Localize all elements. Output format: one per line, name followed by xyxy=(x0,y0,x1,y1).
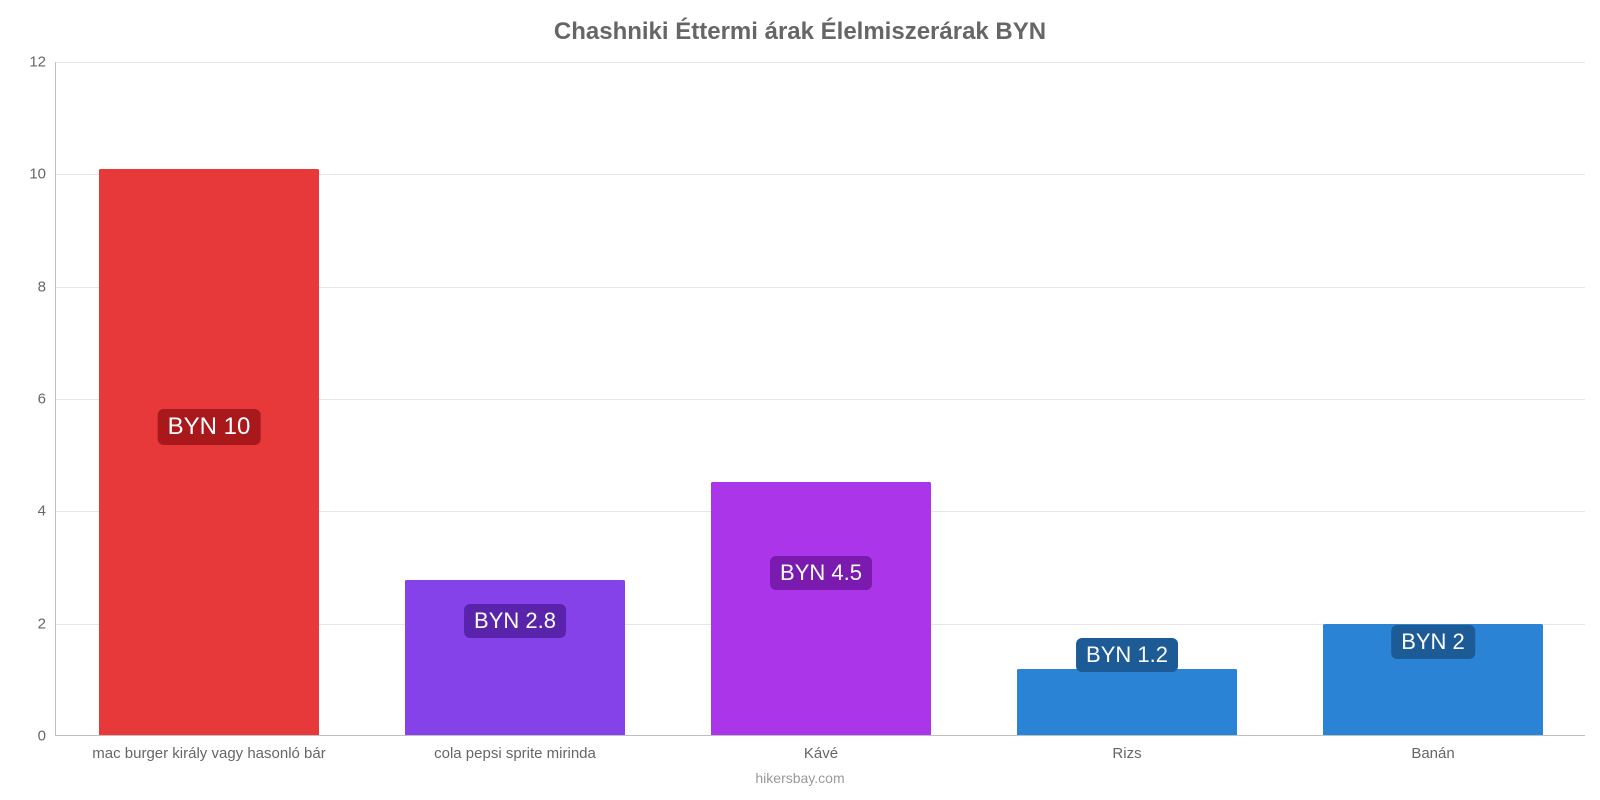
bar xyxy=(711,481,931,735)
chart-title: Chashniki Éttermi árak Élelmiszerárak BY… xyxy=(0,0,1600,46)
chart-plot-area: 024681012mac burger király vagy hasonló … xyxy=(55,62,1585,736)
bar xyxy=(99,168,319,735)
bar xyxy=(1017,668,1237,735)
y-tick-label: 2 xyxy=(38,615,56,632)
bar-slot: cola pepsi sprite mirindaBYN 2.8 xyxy=(362,62,668,735)
bar-slot: mac burger király vagy hasonló bárBYN 10 xyxy=(56,62,362,735)
x-tick-label: mac burger király vagy hasonló bár xyxy=(92,735,325,762)
bar xyxy=(405,579,625,735)
x-tick-label: cola pepsi sprite mirinda xyxy=(434,735,596,762)
bar-slot: RizsBYN 1.2 xyxy=(974,62,1280,735)
value-badge: BYN 2 xyxy=(1391,625,1475,659)
bar-slot: KávéBYN 4.5 xyxy=(668,62,974,735)
y-tick-label: 10 xyxy=(29,166,56,183)
y-tick-label: 8 xyxy=(38,278,56,295)
y-tick-label: 6 xyxy=(38,391,56,408)
x-tick-label: Kávé xyxy=(804,735,838,762)
y-tick-label: 4 xyxy=(38,503,56,520)
value-badge: BYN 10 xyxy=(158,409,261,445)
value-badge: BYN 1.2 xyxy=(1076,638,1178,672)
bar-slot: BanánBYN 2 xyxy=(1280,62,1586,735)
y-tick-label: 12 xyxy=(29,54,56,71)
chart-footer: hikersbay.com xyxy=(755,770,844,786)
x-tick-label: Rizs xyxy=(1112,735,1141,762)
x-tick-label: Banán xyxy=(1411,735,1454,762)
value-badge: BYN 4.5 xyxy=(770,556,872,590)
value-badge: BYN 2.8 xyxy=(464,604,566,638)
y-tick-label: 0 xyxy=(38,728,56,745)
